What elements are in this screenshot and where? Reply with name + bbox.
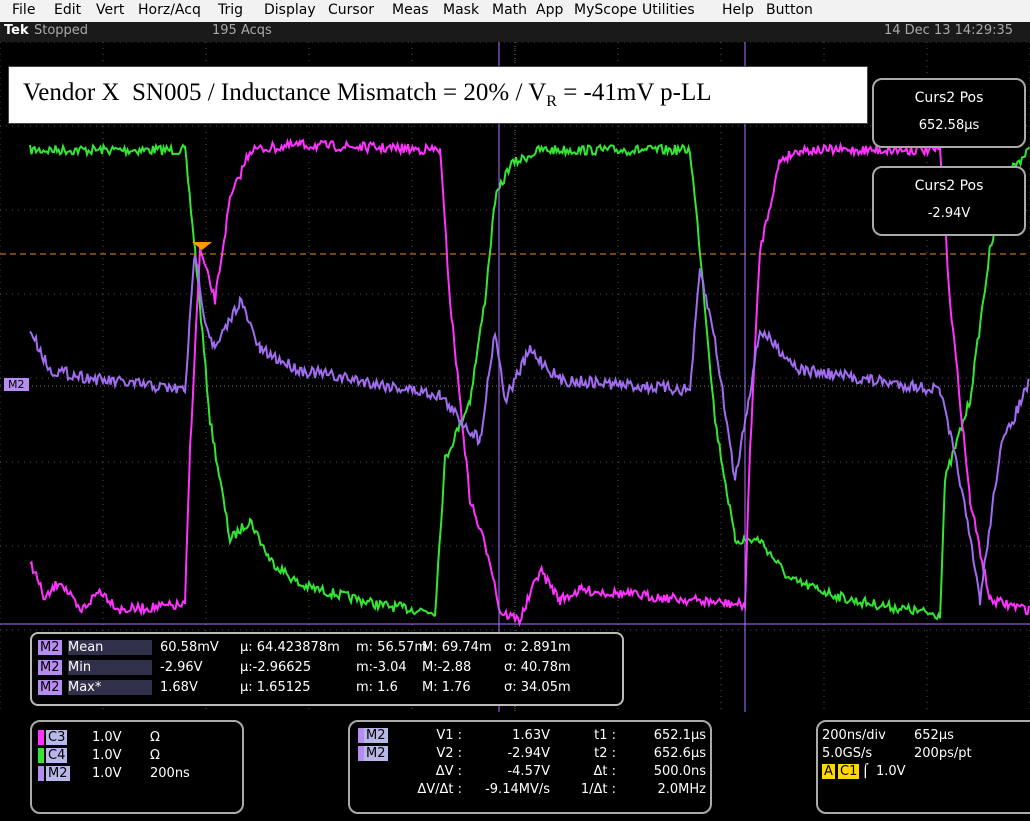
sample-rate: 5.0GS/s xyxy=(822,746,872,761)
measurement-cell: M: 69.74m xyxy=(422,640,492,655)
cursor-cell: t1 : xyxy=(594,728,616,743)
menu-item[interactable]: Mask xyxy=(443,2,479,18)
channel-color xyxy=(38,748,44,763)
menu-item[interactable]: Edit xyxy=(54,2,81,18)
readout-value: 652.58µs xyxy=(874,118,1024,133)
brand: Tek xyxy=(4,23,29,38)
menu-bar: File Edit Vert Horz/Acq Trig Display Cursor Mea… xyxy=(0,0,1030,22)
menu-item[interactable]: Button xyxy=(766,2,813,18)
timebase-box: 200ns/div 652µs 5.0GS/s 200ps/pt A C1 ⌠ … xyxy=(816,720,1030,814)
measurement-cell: M: 1.76 xyxy=(422,680,471,695)
cursor-cell: Δt : xyxy=(593,764,616,779)
cursor-cell: -4.57V xyxy=(507,764,550,779)
measurement-cell: σ: 34.05m xyxy=(504,680,571,695)
measurement-cell: Max* xyxy=(68,680,152,695)
trigger-slope: ⌠ xyxy=(862,764,869,779)
measurement-cell: Min xyxy=(68,660,152,675)
measurement-cell: µ:-2.96625 xyxy=(240,660,311,675)
measurement-cell: µ: 1.65125 xyxy=(240,680,311,695)
menu-item[interactable]: MyScope xyxy=(574,2,637,18)
measurement-cell: m:-3.04 xyxy=(356,660,407,675)
annotation-main: Vendor X SN005 / Inductance Mismatch = 2… xyxy=(23,79,546,106)
annotation-sub: R xyxy=(546,93,557,110)
measurement-cell: Mean xyxy=(68,640,152,655)
channel-color xyxy=(38,730,44,745)
menu-item[interactable]: Utilities xyxy=(642,2,695,18)
annotation-text: Vendor X SN005 / Inductance Mismatch = 2… xyxy=(23,79,712,111)
measurement-cell: M2 xyxy=(38,640,62,655)
measurement-cell: m: 1.6 xyxy=(356,680,398,695)
cursor-cell: 1/Δt : xyxy=(581,782,616,797)
menu-item[interactable]: File xyxy=(12,2,35,18)
measurement-cell: M:-2.88 xyxy=(422,660,471,675)
waveform xyxy=(30,255,1029,605)
menu-item[interactable]: App xyxy=(536,2,563,18)
cursor-source: M2 xyxy=(358,746,388,761)
cursor-cell: ΔV/Δt : xyxy=(417,782,462,797)
channel-name: C3 xyxy=(46,730,67,745)
annotation: Vendor X SN005 / Inductance Mismatch = 2… xyxy=(8,66,868,124)
cursor-box: M2 M2 V1 : 1.63V t1 : 652.1µs V2 : -2.94V t2 : 65… xyxy=(348,720,712,814)
channel-color xyxy=(38,766,44,781)
menu-item[interactable]: Horz/Acq xyxy=(138,2,201,18)
cursor-cell: -2.94V xyxy=(507,746,550,761)
cursor-cell: t2 : xyxy=(594,746,616,761)
readout-label: Curs2 Pos xyxy=(874,90,1024,106)
cursor-cell: 1.63V xyxy=(512,728,550,743)
cursor-cell: 500.0ns xyxy=(654,764,706,779)
cursor-cell: 2.0MHz xyxy=(658,782,707,797)
menu-item[interactable]: Trig xyxy=(218,2,243,18)
channel-scale: 1.0V xyxy=(92,766,122,781)
cursor-cell: 652.6µs xyxy=(654,746,706,761)
channel-scale: 1.0V xyxy=(92,748,122,763)
menu-item[interactable]: Vert xyxy=(96,2,124,18)
measurement-cell: -2.96V xyxy=(160,660,203,675)
channel-setting: Ω xyxy=(150,748,160,763)
cursor-source: M2 xyxy=(358,728,388,743)
channel-name: M2 xyxy=(46,766,70,781)
acq-count: 195 Acqs xyxy=(212,23,272,38)
cursor-cell: V2 : xyxy=(436,746,462,761)
trigger-level: 1.0V xyxy=(876,764,906,779)
status-bar: Tek Stopped 195 Acqs 14 Dec 13 14:29:35 xyxy=(0,22,1030,42)
measurement-cell: M2 xyxy=(38,680,62,695)
acq-state: Stopped xyxy=(34,23,88,38)
datetime: 14 Dec 13 14:29:35 xyxy=(884,23,1013,38)
readout-value: -2.94V xyxy=(874,206,1024,221)
measurement-cell: 1.68V xyxy=(160,680,198,695)
menu-item[interactable]: Meas xyxy=(392,2,429,18)
channel-name: C4 xyxy=(46,748,67,763)
menu-item[interactable]: Cursor xyxy=(328,2,374,18)
measurement-cell: m: 56.57m xyxy=(356,640,427,655)
menu-item[interactable]: Display xyxy=(264,2,316,18)
measurement-cell: σ: 2.891m xyxy=(504,640,571,655)
trigger-mode: A xyxy=(822,764,835,779)
cursor-cell: ΔV : xyxy=(436,764,462,779)
cursor-readout: Curs2 Pos 652.58µs xyxy=(872,78,1026,148)
measurement-cell: M2 xyxy=(38,660,62,675)
cursor-cell: V1 : xyxy=(436,728,462,743)
horizontal-scale: 200ns/div xyxy=(822,728,886,743)
horizontal-position: 652µs xyxy=(914,728,954,743)
reference-marker: M2 xyxy=(4,378,29,391)
channel-setting: Ω xyxy=(150,730,160,745)
scope-screenshot: File Edit Vert Horz/Acq Trig Display Cursor Mea… xyxy=(0,0,1030,821)
trigger-source: C1 xyxy=(838,764,859,779)
annotation-after: = -41mV p-LL xyxy=(557,79,712,106)
menu-item[interactable]: Math xyxy=(492,2,527,18)
resolution: 200ps/pt xyxy=(914,746,972,761)
cursor-cell: -9.14MV/s xyxy=(485,782,550,797)
channel-setting: 200ns xyxy=(150,766,190,781)
channel-scale: 1.0V xyxy=(92,730,122,745)
channel-box: C3 1.0V Ω C4 1.0V Ω M2 1.0V 200ns xyxy=(30,720,244,814)
cursor-cell: 652.1µs xyxy=(654,728,706,743)
menu-item[interactable]: Help xyxy=(722,2,754,18)
cursor-readout: Curs2 Pos -2.94V xyxy=(872,166,1026,236)
readout-label: Curs2 Pos xyxy=(874,178,1024,194)
measurement-cell: σ: 40.78m xyxy=(504,660,571,675)
measurement-cell: µ: 64.423878m xyxy=(240,640,340,655)
measurement-cell: 60.58mV xyxy=(160,640,219,655)
